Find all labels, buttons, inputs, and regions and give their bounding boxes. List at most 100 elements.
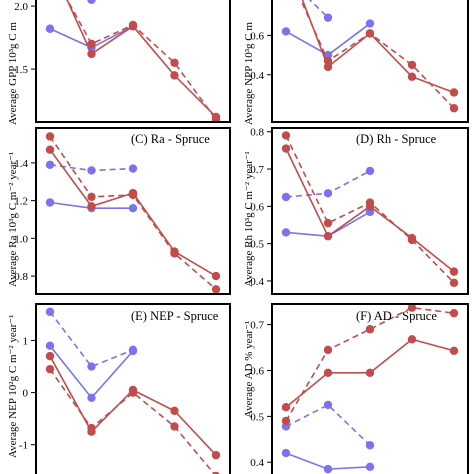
panel-f-y-tick-label: 0.6 <box>250 366 264 378</box>
panel-a-series-red-dashed-point <box>170 58 179 67</box>
panel-b-y-tick-label: 0.6 <box>250 30 264 42</box>
panel-c-series-red-dashed-point <box>170 249 179 258</box>
panel-b-series-red-dashed-line <box>300 0 455 109</box>
panel-d-series-blue-dashed-point <box>281 192 291 202</box>
panel-e-series-blue-solid-point <box>87 393 96 403</box>
panel-c-series-red-dashed-point <box>45 132 55 141</box>
panel-c-series-red-solid-point <box>45 145 55 154</box>
panel-e-ylabel: Average NEP 10²g C m⁻² year⁻¹ <box>7 315 19 458</box>
panel-f-series-red-solid-point <box>281 403 291 412</box>
panel-f-series-red-dashed-point <box>323 345 333 355</box>
panel-e-series-red-solid-point <box>45 351 55 361</box>
panel-f-title: (F) AD - Spruce <box>356 309 437 323</box>
panel-e-plot-area <box>45 307 221 474</box>
panel-f-series-red-solid-point <box>365 368 375 377</box>
panel-a-y-tick-label: 1.5 <box>14 64 28 76</box>
panel-b-series-blue-solid-point <box>281 27 291 36</box>
panel-f-frame <box>271 303 469 474</box>
panel-a-series-red-dashed-point <box>128 20 138 30</box>
panel-e-series-blue-dashed-line <box>49 311 134 368</box>
panel-d-y-tick-label: 0.7 <box>250 164 264 176</box>
panel-b-series-red-dashed-point <box>365 29 375 38</box>
panel-f: Average AD % year⁻¹ 0.4 0.5 0.6 0.7 (F) AD -… <box>243 303 469 474</box>
panel-e-series-red-solid-point <box>211 450 221 460</box>
panel-f-series-red-dashed-point <box>449 308 459 318</box>
panel-f-series-blue-dashed-point <box>323 400 333 410</box>
panel-a-frame <box>35 0 231 123</box>
panel-e-series-red-solid-point <box>170 406 179 416</box>
panel-c-frame <box>35 127 231 295</box>
panel-a: Average GPP 10³g C m 1.5 2.0 <box>7 0 231 125</box>
panel-c-series-blue-solid-point <box>128 203 138 213</box>
panel-f-series-red-solid-point <box>449 346 459 355</box>
panel-c-series-blue-dashed-point <box>87 166 96 175</box>
panel-a-ylabel: Average GPP 10³g C m <box>7 22 19 125</box>
panel-e-frame <box>35 303 231 474</box>
panel-d-series-blue-dashed-point <box>323 189 333 198</box>
panel-d-series-red-solid-point <box>323 231 333 241</box>
panel-c-series-blue-dashed-point <box>128 164 138 173</box>
panel-b-series-red-dashed-point <box>449 104 459 113</box>
panel-a-plot-area <box>45 0 221 122</box>
panel-d-y-tick-label: 0.5 <box>250 239 264 251</box>
panel-f-series-red-dashed-point <box>365 325 375 334</box>
panel-d-series-red-solid-point <box>281 144 291 153</box>
panel-f-y-tick-label: 0.4 <box>250 457 264 469</box>
panel-d-series-red-dashed-point <box>323 218 333 228</box>
panel-e: Average NEP 10²g C m⁻² year⁻¹ -1 0 1 (E) NE… <box>7 303 231 474</box>
panel-c: Average Ra 10³g C m⁻² year⁻¹ 0.8 1.0 1.2 1.… <box>7 127 231 295</box>
panel-e-series-red-dashed-point <box>128 388 138 397</box>
panel-c-series-red-dashed-line <box>49 136 217 290</box>
panel-d-series-red-dashed-point <box>449 278 459 288</box>
panel-e-series-red-dashed-point <box>170 422 179 431</box>
panel-c-title: (C) Ra - Spruce <box>131 132 210 146</box>
panel-a-series-blue-dashed-point <box>87 0 96 4</box>
panel-e-y-tick-label: 1 <box>23 335 29 347</box>
panel-c-series-red-solid-point <box>211 271 221 281</box>
panel-d-series-red-solid-point <box>449 267 459 276</box>
panel-c-series-blue-dashed-point <box>45 160 55 169</box>
panel-a-series-blue-solid-point <box>45 24 55 33</box>
panel-f-y-tick-label: 0.7 <box>250 320 264 332</box>
panel-c-series-red-dashed-point <box>211 285 221 294</box>
panel-e-series-blue-dashed-point <box>45 307 55 317</box>
panel-b-series-red-dashed-point <box>407 60 417 70</box>
panel-a-series-red-solid-point <box>87 49 96 59</box>
panel-e-series-red-dashed-point <box>87 423 96 433</box>
panel-e-series-red-dashed-point <box>45 364 55 374</box>
panel-a-y-tick-label: 2.0 <box>14 1 28 13</box>
panel-a-series-red-solid-point <box>170 71 179 80</box>
panel-c-y-tick-label: 0.8 <box>14 271 28 283</box>
panel-b-y-tick-label: 0.4 <box>250 70 264 82</box>
panel-f-series-blue-solid-point <box>281 448 291 458</box>
panel-f-series-red-dashed-point <box>407 304 417 312</box>
panel-f-ylabel: Average AD % year⁻¹ <box>243 321 255 418</box>
panel-a-series-red-solid-line <box>66 0 217 118</box>
panel-d-y-tick-label: 0.4 <box>250 276 264 288</box>
panel-e-y-tick-label: 0 <box>23 388 29 400</box>
panel-f-plot-area <box>281 304 459 474</box>
panel-e-series-blue-dashed-point <box>128 345 138 355</box>
panel-c-ylabel: Average Ra 10³g C m⁻² year⁻¹ <box>7 152 19 287</box>
panel-d-title: (D) Rh - Spruce <box>356 132 437 146</box>
panel-b-series-blue-dashed-point <box>323 13 333 22</box>
panel-d-series-red-dashed-point <box>365 198 375 207</box>
panel-e-series-blue-dashed-point <box>87 362 96 371</box>
panel-b-frame <box>271 0 469 123</box>
panel-a-series-red-dashed-point <box>87 39 96 49</box>
panel-a-series-red-dashed-point <box>211 115 221 122</box>
panel-c-y-tick-label: 1.0 <box>14 233 28 245</box>
panel-f-series-red-dashed-line <box>285 306 455 422</box>
panel-d-y-tick-label: 0.6 <box>250 201 264 213</box>
panel-b-series-red-dashed-point <box>323 56 333 66</box>
panel-c-series-red-dashed-point <box>87 192 96 202</box>
panel-d: Average Rh 10³g C m⁻² year⁻¹ 0.4 0.5 0.6 0.… <box>243 127 469 295</box>
panel-d-series-red-dashed-point <box>407 235 417 245</box>
panel-c-series-red-solid-point <box>87 202 96 211</box>
panel-e-y-tick-label: -1 <box>19 440 28 452</box>
panel-b-series-red-solid-point <box>407 72 417 81</box>
panel-f-series-blue-solid-point <box>365 462 375 472</box>
panel-d-frame <box>271 127 469 295</box>
panel-d-plot-area <box>281 131 459 288</box>
